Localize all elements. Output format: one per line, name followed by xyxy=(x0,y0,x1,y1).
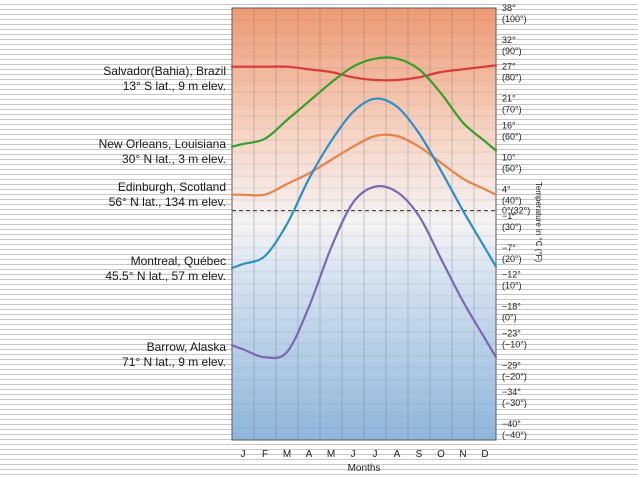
x-tick-label: J xyxy=(373,449,378,460)
x-tick-label: D xyxy=(481,449,488,460)
series-label-detail: 13° S lat., 9 m elev. xyxy=(123,79,226,93)
x-tick-label: J xyxy=(351,449,356,460)
y-tick-label-c: −12° xyxy=(502,270,521,280)
series-line-4 xyxy=(230,184,498,360)
y-tick-label-f: (−20°) xyxy=(502,371,527,381)
x-tick-label: S xyxy=(416,449,423,460)
y-tick-label-f: (0°) xyxy=(502,313,517,323)
x-tick-label: A xyxy=(306,449,313,460)
y-tick-label-f: (10°) xyxy=(502,281,522,291)
series-lines xyxy=(230,56,498,360)
y-tick-label-c: 21° xyxy=(502,94,516,104)
y-tick-label-c: 27° xyxy=(502,62,516,72)
y-tick-label-c: −29° xyxy=(502,360,521,370)
series-label-detail: 71° N lat., 9 m elev. xyxy=(122,355,226,369)
x-tick-label: F xyxy=(262,449,268,460)
series-line-1 xyxy=(230,56,498,152)
y-tick-label-c: −34° xyxy=(502,387,521,397)
series-line-0 xyxy=(230,64,498,82)
series-label-name: Edinburgh, Scotland xyxy=(118,180,226,194)
y-tick-label-f: (−40°) xyxy=(502,430,527,440)
y-tick-label-f: (50°) xyxy=(502,163,522,173)
series-label-name: New Orleans, Louisiana xyxy=(99,137,227,151)
y-tick-label-c: −23° xyxy=(502,328,521,338)
series-label-detail: 56° N lat., 134 m elev. xyxy=(109,195,226,209)
x-tick-label: A xyxy=(394,449,401,460)
y-tick-label-f: (90°) xyxy=(502,46,522,56)
y-tick-label-c: 0°(32°) xyxy=(502,206,530,216)
series-label-name: Barrow, Alaska xyxy=(147,340,227,354)
y-tick-label-c: 4° xyxy=(502,184,511,194)
y-tick-label-f: (60°) xyxy=(502,131,522,141)
x-tick-label: J xyxy=(241,449,246,460)
y-axis-label: Temperature in °C (°F) xyxy=(534,182,543,263)
y-tick-label-c: 32° xyxy=(502,35,516,45)
y-axis-ticks: 38°(100°) 32°(90°) 27°(80°) 21°(70°) 16°(60°… xyxy=(502,3,530,440)
y-tick-label-f: (−30°) xyxy=(502,398,527,408)
y-tick-label-f: (100°) xyxy=(502,14,527,24)
y-tick-label-f: (80°) xyxy=(502,73,522,83)
y-tick-label-c: −18° xyxy=(502,302,521,312)
y-tick-label-f: (40°) xyxy=(502,195,522,205)
y-tick-label-f: (20°) xyxy=(502,254,522,264)
series-label-name: Montreal, Québec xyxy=(131,254,226,268)
y-tick-label-f: (−10°) xyxy=(502,339,527,349)
y-tick-label-c: −40° xyxy=(502,419,521,429)
series-line-2 xyxy=(230,133,498,197)
y-tick-label-c: 16° xyxy=(502,120,516,130)
y-tick-label-c: 10° xyxy=(502,152,516,162)
x-tick-label: M xyxy=(327,449,335,460)
y-tick-label-c: 38° xyxy=(502,3,516,13)
x-tick-label: N xyxy=(459,449,466,460)
x-tick-label: O xyxy=(437,449,445,460)
y-tick-label-c: −7° xyxy=(502,243,516,253)
y-tick-label-f: (30°) xyxy=(502,222,522,232)
series-line-3 xyxy=(230,97,498,270)
series-label-detail: 30° N lat., 3 m elev. xyxy=(122,152,226,166)
series-label-name: Salvador(Bahia), Brazil xyxy=(103,64,226,78)
y-tick-label-f: (70°) xyxy=(502,105,522,115)
series-label-detail: 45.5° N lat., 57 m elev. xyxy=(105,269,226,283)
y-tick-label-c: −1° xyxy=(502,211,516,221)
x-axis-label: Months xyxy=(348,463,381,474)
x-tick-label: M xyxy=(283,449,291,460)
